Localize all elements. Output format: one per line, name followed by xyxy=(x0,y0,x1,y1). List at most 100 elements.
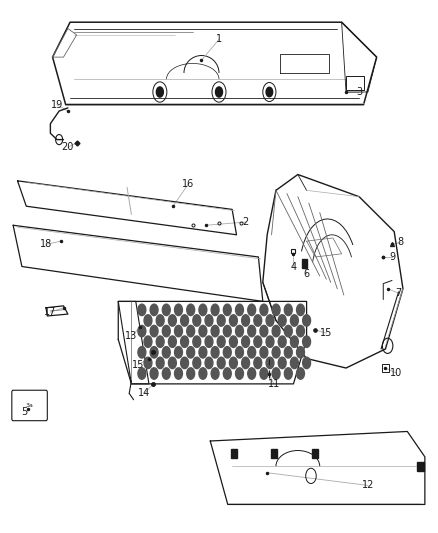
Bar xyxy=(382,364,389,373)
Circle shape xyxy=(138,304,146,316)
Circle shape xyxy=(199,325,207,337)
Bar xyxy=(312,449,318,458)
Text: 12: 12 xyxy=(362,480,374,490)
Circle shape xyxy=(290,315,298,326)
Circle shape xyxy=(290,357,298,369)
Text: 14: 14 xyxy=(138,389,151,398)
Circle shape xyxy=(260,368,268,379)
Circle shape xyxy=(242,336,250,348)
Bar xyxy=(271,449,277,458)
Circle shape xyxy=(242,315,250,326)
Circle shape xyxy=(248,304,256,316)
Circle shape xyxy=(156,357,164,369)
Text: 19: 19 xyxy=(51,100,63,110)
Circle shape xyxy=(303,357,311,369)
Circle shape xyxy=(156,336,164,348)
Circle shape xyxy=(205,336,213,348)
Text: 15: 15 xyxy=(320,328,332,338)
Circle shape xyxy=(138,368,146,379)
Circle shape xyxy=(260,325,268,337)
Circle shape xyxy=(248,325,256,337)
Circle shape xyxy=(278,357,286,369)
Circle shape xyxy=(199,304,207,316)
Circle shape xyxy=(187,368,194,379)
Circle shape xyxy=(150,304,158,316)
Circle shape xyxy=(266,357,274,369)
Circle shape xyxy=(236,368,244,379)
Circle shape xyxy=(236,304,244,316)
Circle shape xyxy=(303,315,311,326)
Circle shape xyxy=(205,357,213,369)
Circle shape xyxy=(138,325,146,337)
Circle shape xyxy=(187,346,194,358)
Text: 10: 10 xyxy=(390,368,403,378)
Bar xyxy=(417,462,424,471)
Circle shape xyxy=(272,346,280,358)
Circle shape xyxy=(215,87,223,97)
Circle shape xyxy=(193,315,201,326)
Circle shape xyxy=(266,315,274,326)
Circle shape xyxy=(174,368,182,379)
Circle shape xyxy=(272,325,280,337)
Text: 18: 18 xyxy=(40,239,52,249)
Text: 2: 2 xyxy=(242,217,248,227)
Circle shape xyxy=(254,357,262,369)
Circle shape xyxy=(187,304,194,316)
Circle shape xyxy=(297,368,304,379)
Circle shape xyxy=(236,325,244,337)
Text: 15: 15 xyxy=(132,360,144,370)
Circle shape xyxy=(199,346,207,358)
Circle shape xyxy=(211,304,219,316)
Circle shape xyxy=(254,315,262,326)
Circle shape xyxy=(174,304,182,316)
Circle shape xyxy=(169,315,177,326)
Text: 17: 17 xyxy=(44,307,57,317)
Circle shape xyxy=(278,315,286,326)
Text: 16: 16 xyxy=(182,179,194,189)
Circle shape xyxy=(217,315,225,326)
Text: 9: 9 xyxy=(389,252,395,262)
Circle shape xyxy=(187,325,194,337)
Circle shape xyxy=(230,336,237,348)
Circle shape xyxy=(156,315,164,326)
Circle shape xyxy=(284,325,292,337)
Text: 11: 11 xyxy=(268,379,280,389)
Circle shape xyxy=(266,336,274,348)
Circle shape xyxy=(174,346,182,358)
Text: 13: 13 xyxy=(125,332,138,341)
Circle shape xyxy=(211,346,219,358)
Circle shape xyxy=(180,357,188,369)
Circle shape xyxy=(180,315,188,326)
Circle shape xyxy=(162,346,170,358)
Bar xyxy=(346,76,364,90)
Circle shape xyxy=(211,368,219,379)
Circle shape xyxy=(174,325,182,337)
Circle shape xyxy=(223,368,231,379)
Circle shape xyxy=(169,336,177,348)
Circle shape xyxy=(217,357,225,369)
Text: 1: 1 xyxy=(216,34,222,44)
Circle shape xyxy=(193,336,201,348)
Circle shape xyxy=(303,336,311,348)
Circle shape xyxy=(230,315,237,326)
Circle shape xyxy=(150,325,158,337)
Circle shape xyxy=(217,336,225,348)
Circle shape xyxy=(144,315,152,326)
Circle shape xyxy=(162,368,170,379)
Circle shape xyxy=(272,368,280,379)
Circle shape xyxy=(272,304,280,316)
Circle shape xyxy=(223,346,231,358)
Text: 6: 6 xyxy=(304,269,310,279)
Text: 3a: 3a xyxy=(26,403,33,408)
Circle shape xyxy=(260,304,268,316)
Circle shape xyxy=(211,325,219,337)
Circle shape xyxy=(248,346,256,358)
Circle shape xyxy=(297,325,304,337)
FancyBboxPatch shape xyxy=(12,390,47,421)
Text: 3: 3 xyxy=(356,87,362,97)
Circle shape xyxy=(260,346,268,358)
Circle shape xyxy=(266,87,272,97)
Circle shape xyxy=(162,325,170,337)
Text: 5: 5 xyxy=(21,407,27,417)
Circle shape xyxy=(144,336,152,348)
